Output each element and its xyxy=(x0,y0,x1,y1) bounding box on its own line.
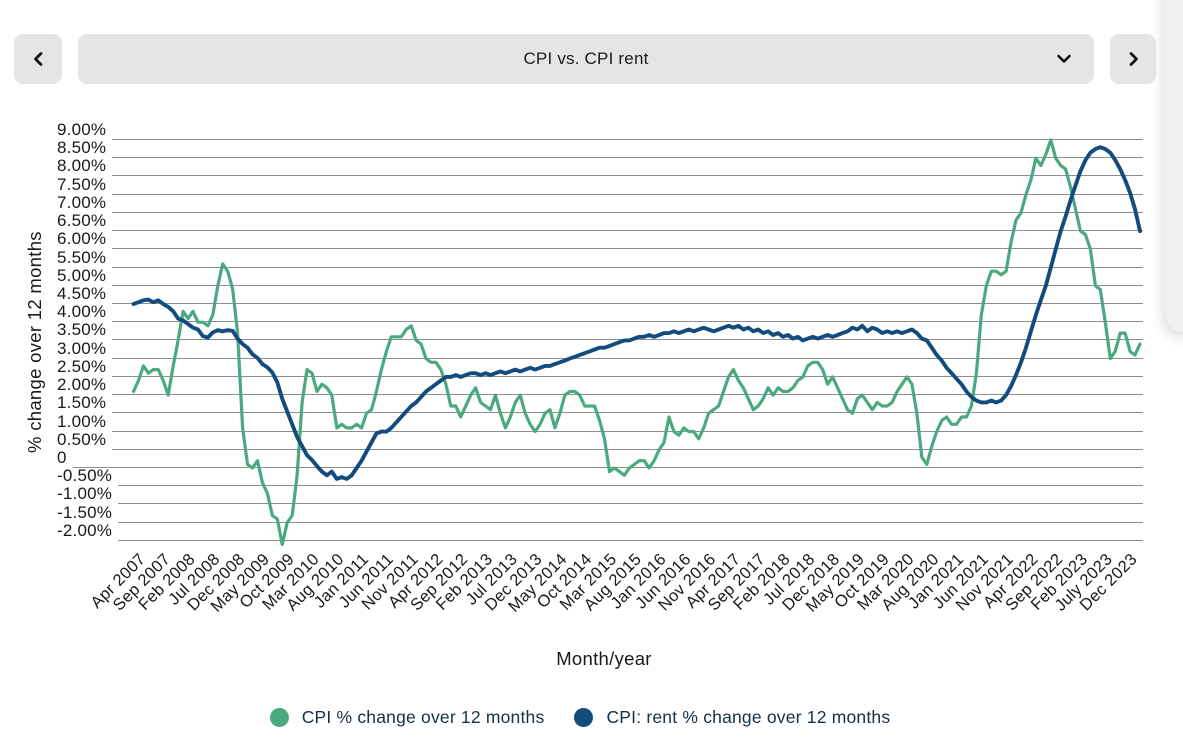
y-tick-label: 9.00% xyxy=(57,119,107,139)
x-tick-label: Apr 2017 xyxy=(682,550,744,612)
y-grid-row: -2.00% xyxy=(57,520,1143,541)
chart-legend: CPI % change over 12 months CPI: rent % … xyxy=(0,707,1160,728)
y-axis-title: % change over 12 months xyxy=(24,231,45,453)
legend-marker-cpi-icon xyxy=(269,708,289,727)
x-tick-label: Dec 2018 xyxy=(779,550,843,614)
x-tick-label: Apr 2022 xyxy=(980,550,1042,612)
y-tick-label: -1.00% xyxy=(57,484,113,504)
x-tick-label: Feb 2008 xyxy=(135,550,199,614)
x-tick-label: Feb 2018 xyxy=(730,550,794,614)
y-tick-label: 2.00% xyxy=(57,375,107,395)
y-tick-label: 4.50% xyxy=(57,283,107,303)
x-tick-label: Jan 2011 xyxy=(311,550,373,612)
y-tick-label: 3.50% xyxy=(57,320,107,340)
x-tick-label: Sep 2017 xyxy=(705,550,769,614)
x-tick-label: Mar 2010 xyxy=(259,550,323,614)
chevron-down-icon xyxy=(1057,54,1071,63)
x-tick-label: Dec 2008 xyxy=(184,550,248,614)
x-tick-label: Aug 2010 xyxy=(283,550,347,614)
y-tick-label: 0 xyxy=(57,448,67,467)
y-tick-label: -1.50% xyxy=(57,502,113,522)
y-tick-label: 5.50% xyxy=(57,247,107,267)
y-tick-label: 2.50% xyxy=(57,356,107,376)
x-tick-label: Jun 2011 xyxy=(336,550,398,612)
y-tick-label: 1.00% xyxy=(57,411,107,431)
x-tick-label: Jul 2013 xyxy=(463,550,522,609)
legend-label-cpi-rent: CPI: rent % change over 12 months xyxy=(606,707,891,727)
y-tick-label: 8.50% xyxy=(57,138,107,158)
x-tick-label: Oct 2014 xyxy=(534,550,596,612)
x-tick-label: Aug 2015 xyxy=(581,550,645,614)
x-tick-label: Sep 2012 xyxy=(407,550,471,614)
legend-item-cpi-rent: CPI: rent % change over 12 months xyxy=(574,707,890,728)
x-tick-label: May 2009 xyxy=(207,550,273,616)
x-tick-label: Nov 2016 xyxy=(655,550,719,614)
x-tick-label: Feb 2023 xyxy=(1028,550,1092,614)
y-tick-label: -0.50% xyxy=(57,466,113,486)
chart-selector-value: CPI vs. CPI rent xyxy=(523,49,649,68)
x-tick-label: Jul 2008 xyxy=(165,550,224,609)
gridline xyxy=(118,539,1143,541)
x-tick-label: Jun 2016 xyxy=(632,550,694,612)
x-tick-label: July 2023 xyxy=(1051,550,1116,615)
x-tick-label: Sep 2022 xyxy=(1002,550,1066,614)
x-tick-label: Jul 2018 xyxy=(760,550,819,609)
y-tick-label: 7.00% xyxy=(57,192,107,212)
x-tick-label: May 2014 xyxy=(505,550,571,616)
x-tick-label: Apr 2007 xyxy=(87,550,149,612)
x-tick-label: Dec 2023 xyxy=(1076,550,1140,614)
x-tick-label: Nov 2021 xyxy=(952,550,1016,614)
x-tick-label: Mar 2015 xyxy=(557,550,621,614)
y-tick-label: -2.00% xyxy=(57,520,113,540)
legend-item-cpi: CPI % change over 12 months xyxy=(269,707,545,728)
y-tick-label: 6.00% xyxy=(57,229,107,249)
y-tick-label: 8.00% xyxy=(57,156,107,176)
x-tick-label: Apr 2012 xyxy=(385,550,447,612)
x-axis-title: Month/year xyxy=(556,648,652,669)
y-tick-label: 0.50% xyxy=(57,429,107,449)
next-card-preview xyxy=(1165,0,1183,332)
y-tick-label: 5.00% xyxy=(57,265,107,285)
y-tick-label: 7.50% xyxy=(57,174,107,194)
y-tick-label: 3.00% xyxy=(57,338,107,358)
x-tick-label: Oct 2009 xyxy=(236,550,298,612)
x-tick-label: Mar 2020 xyxy=(854,550,918,614)
x-tick-label: Nov 2011 xyxy=(358,550,422,614)
y-tick-label: 4.00% xyxy=(57,302,107,322)
x-tick-label: Jan 2016 xyxy=(607,550,669,612)
chevron-left-icon xyxy=(33,52,42,66)
next-chart-button[interactable] xyxy=(1110,34,1156,84)
x-tick-label: Jun 2021 xyxy=(930,550,992,612)
legend-marker-cpi-rent-icon xyxy=(574,708,594,727)
x-tick-label: Oct 2019 xyxy=(831,550,893,612)
x-tick-label: Dec 2013 xyxy=(481,550,545,614)
chart-selector-dropdown[interactable]: CPI vs. CPI rent xyxy=(78,34,1094,84)
x-tick-label: Aug 2020 xyxy=(878,550,942,614)
y-tick-label: 6.50% xyxy=(57,211,107,231)
prev-chart-button[interactable] xyxy=(14,34,62,84)
legend-label-cpi: CPI % change over 12 months xyxy=(301,707,545,727)
x-tick-label: Feb 2013 xyxy=(433,550,497,614)
x-tick-label: Sep 2007 xyxy=(110,550,174,614)
x-tick-label: Jan 2021 xyxy=(905,550,967,612)
y-tick-label: 1.50% xyxy=(57,393,107,413)
chevron-right-icon xyxy=(1129,52,1138,66)
x-tick-label: May 2019 xyxy=(802,550,868,616)
